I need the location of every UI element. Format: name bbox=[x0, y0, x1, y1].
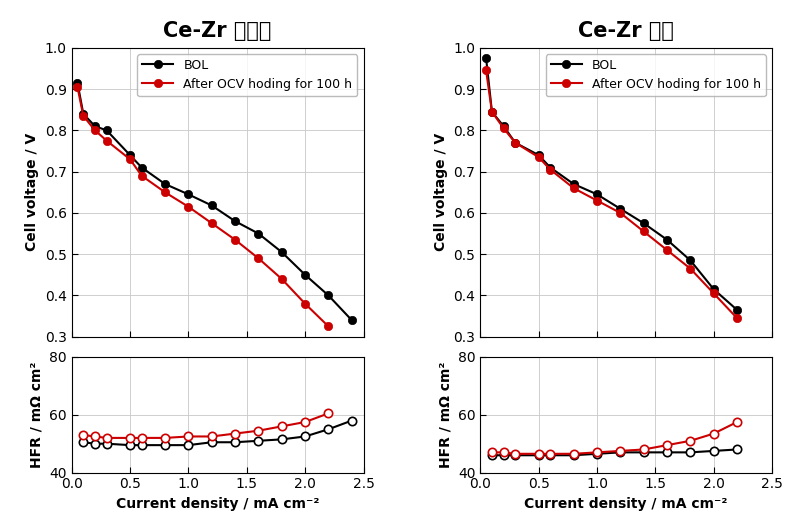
After OCV hoding for 100 h bbox=[487, 109, 497, 115]
BOL bbox=[615, 205, 625, 212]
After OCV hoding for 100 h bbox=[592, 198, 602, 204]
Title: Ce-Zr 미포함: Ce-Zr 미포함 bbox=[163, 21, 271, 41]
After OCV hoding for 100 h bbox=[324, 323, 334, 330]
After OCV hoding for 100 h bbox=[534, 154, 544, 160]
BOL bbox=[482, 55, 491, 61]
BOL bbox=[662, 237, 672, 243]
BOL bbox=[639, 220, 649, 226]
Y-axis label: Cell voltage / V: Cell voltage / V bbox=[434, 133, 448, 251]
After OCV hoding for 100 h bbox=[510, 140, 520, 146]
Y-axis label: Cell voltage / V: Cell voltage / V bbox=[25, 133, 39, 251]
BOL bbox=[347, 317, 357, 323]
After OCV hoding for 100 h bbox=[662, 247, 672, 253]
After OCV hoding for 100 h bbox=[184, 203, 193, 210]
After OCV hoding for 100 h bbox=[545, 166, 555, 173]
After OCV hoding for 100 h bbox=[709, 290, 719, 297]
After OCV hoding for 100 h bbox=[137, 173, 146, 179]
Y-axis label: HFR / mΩ cm²: HFR / mΩ cm² bbox=[439, 362, 452, 468]
After OCV hoding for 100 h bbox=[499, 125, 509, 132]
Title: Ce-Zr 포함: Ce-Zr 포함 bbox=[578, 21, 674, 41]
After OCV hoding for 100 h bbox=[207, 220, 217, 226]
X-axis label: Current density / mA cm⁻²: Current density / mA cm⁻² bbox=[116, 497, 319, 511]
After OCV hoding for 100 h bbox=[300, 301, 310, 307]
After OCV hoding for 100 h bbox=[90, 127, 100, 133]
After OCV hoding for 100 h bbox=[277, 276, 287, 282]
BOL bbox=[545, 164, 555, 170]
After OCV hoding for 100 h bbox=[230, 237, 240, 243]
BOL bbox=[709, 286, 719, 293]
BOL bbox=[207, 202, 217, 209]
After OCV hoding for 100 h bbox=[79, 113, 88, 119]
After OCV hoding for 100 h bbox=[639, 228, 649, 235]
Y-axis label: HFR / mΩ cm²: HFR / mΩ cm² bbox=[29, 362, 44, 468]
BOL bbox=[72, 80, 82, 86]
Legend: BOL, After OCV hoding for 100 h: BOL, After OCV hoding for 100 h bbox=[137, 54, 357, 96]
BOL bbox=[569, 181, 579, 187]
After OCV hoding for 100 h bbox=[685, 266, 695, 272]
BOL bbox=[534, 152, 544, 158]
X-axis label: Current density / mA cm⁻²: Current density / mA cm⁻² bbox=[525, 497, 728, 511]
After OCV hoding for 100 h bbox=[254, 255, 263, 262]
After OCV hoding for 100 h bbox=[732, 315, 742, 321]
BOL bbox=[300, 272, 310, 278]
BOL bbox=[79, 110, 88, 117]
After OCV hoding for 100 h bbox=[569, 185, 579, 191]
Line: After OCV hoding for 100 h: After OCV hoding for 100 h bbox=[482, 66, 741, 322]
BOL bbox=[184, 191, 193, 198]
After OCV hoding for 100 h bbox=[125, 156, 135, 162]
After OCV hoding for 100 h bbox=[615, 210, 625, 216]
BOL bbox=[137, 164, 146, 170]
BOL bbox=[510, 140, 520, 146]
BOL bbox=[90, 123, 100, 130]
BOL bbox=[125, 152, 135, 158]
After OCV hoding for 100 h bbox=[482, 67, 491, 74]
BOL bbox=[160, 181, 170, 187]
BOL bbox=[592, 191, 602, 198]
Legend: BOL, After OCV hoding for 100 h: BOL, After OCV hoding for 100 h bbox=[545, 54, 766, 96]
After OCV hoding for 100 h bbox=[72, 84, 82, 90]
Line: BOL: BOL bbox=[73, 79, 356, 324]
BOL bbox=[685, 257, 695, 263]
BOL bbox=[499, 123, 509, 130]
BOL bbox=[254, 230, 263, 237]
BOL bbox=[487, 109, 497, 115]
BOL bbox=[732, 307, 742, 313]
BOL bbox=[230, 218, 240, 225]
BOL bbox=[102, 127, 111, 133]
Line: After OCV hoding for 100 h: After OCV hoding for 100 h bbox=[73, 83, 333, 331]
After OCV hoding for 100 h bbox=[160, 189, 170, 195]
After OCV hoding for 100 h bbox=[102, 138, 111, 144]
BOL bbox=[277, 249, 287, 255]
BOL bbox=[324, 292, 334, 298]
Line: BOL: BOL bbox=[482, 54, 741, 314]
